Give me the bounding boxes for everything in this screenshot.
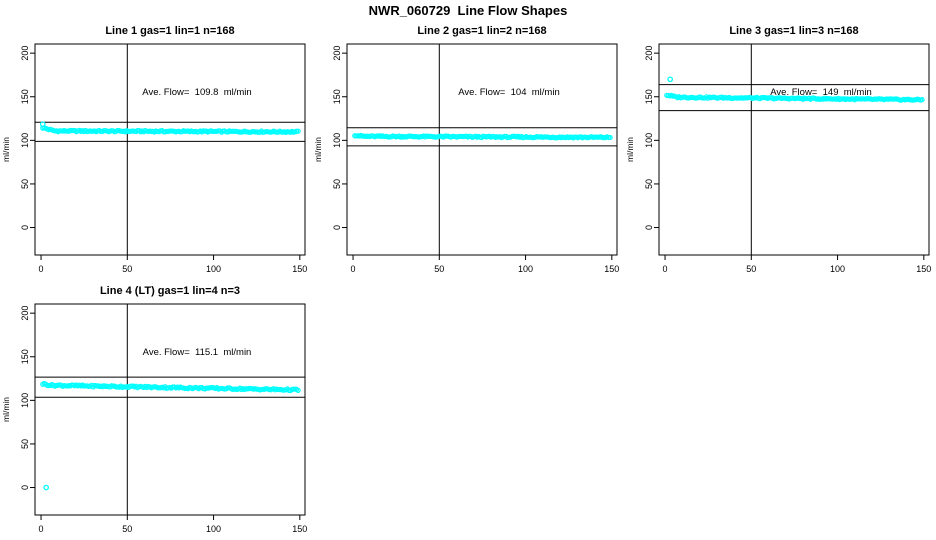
plot-box (658, 43, 930, 256)
y-tick-label: 200 (20, 46, 30, 61)
y-tick-label: 150 (20, 349, 30, 364)
x-tick-label: 100 (830, 264, 845, 274)
y-tick-label: 0 (20, 485, 30, 490)
subplot-line-4: Line 4 (LT) gas=1 lin=4 n=3 0 50 100 150 0 50 1… (1, 285, 307, 534)
x-tick-label: 0 (39, 264, 44, 274)
subplot-title: Line 4 (LT) gas=1 lin=4 n=3 (100, 285, 240, 297)
x-tick-label: 0 (663, 264, 668, 274)
y-tick-label: 150 (332, 89, 342, 104)
subplot-title: Line 2 gas=1 lin=2 n=168 (417, 25, 546, 37)
x-tick-label: 0 (39, 524, 44, 534)
x-tick-label: 150 (292, 264, 307, 274)
y-tick-label: 0 (644, 225, 654, 230)
y-tick-label: 200 (20, 306, 30, 321)
outlier-point (667, 76, 674, 83)
data-point (919, 97, 925, 103)
data-point (295, 387, 301, 393)
main-title: NWR_060729 Line Flow Shapes (368, 3, 568, 18)
x-tick-label: 100 (518, 264, 533, 274)
y-tick-label: 200 (332, 46, 342, 61)
subplot-line-1: Line 1 gas=1 lin=1 n=168 0 50 100 150 0 50 100 1… (1, 25, 307, 274)
outlier-point (39, 121, 46, 128)
x-tick-label: 50 (122, 264, 132, 274)
y-tick-label: 50 (332, 179, 342, 189)
y-tick-label: 150 (644, 89, 654, 104)
ave-flow-annotation: Ave. Flow= 149 ml/min (770, 87, 871, 98)
x-tick-label: 150 (292, 524, 307, 534)
subplot-line-2: Line 2 gas=1 lin=2 n=168 0 50 100 150 0 50 100 1… (313, 25, 619, 274)
x-tick-label: 150 (916, 264, 931, 274)
y-axis-label: ml/min (313, 137, 323, 162)
y-tick-label: 0 (332, 225, 342, 230)
plot-box (34, 43, 306, 256)
x-tick-label: 50 (746, 264, 756, 274)
plot-box (346, 43, 618, 256)
y-axis-label: ml/min (1, 397, 11, 422)
data-point (607, 134, 613, 141)
y-tick-label: 100 (332, 133, 342, 148)
plot-box (34, 303, 306, 516)
ave-flow-annotation: Ave. Flow= 109.8 ml/min (142, 87, 251, 98)
y-tick-label: 50 (20, 179, 30, 189)
x-tick-label: 150 (604, 264, 619, 274)
x-tick-label: 0 (351, 264, 356, 274)
subplot-line-3: Line 3 gas=1 lin=3 n=168 0 50 100 150 0 50 100 1… (625, 25, 931, 274)
ave-flow-annotation: Ave. Flow= 115.1 ml/min (143, 347, 252, 358)
y-tick-label: 100 (644, 133, 654, 148)
y-axis-label: ml/min (1, 137, 11, 162)
y-axis-label: ml/min (625, 137, 635, 162)
ave-flow-annotation: Ave. Flow= 104 ml/min (458, 87, 559, 98)
outlier-point (43, 484, 50, 491)
y-tick-label: 100 (20, 393, 30, 408)
y-tick-label: 200 (644, 46, 654, 61)
subplot-title: Line 1 gas=1 lin=1 n=168 (105, 25, 234, 37)
y-tick-label: 150 (20, 89, 30, 104)
data-point (295, 128, 301, 134)
x-tick-label: 50 (434, 264, 444, 274)
y-tick-label: 50 (20, 439, 30, 449)
y-tick-label: 100 (20, 133, 30, 148)
x-tick-label: 50 (122, 524, 132, 534)
subplot-title: Line 3 gas=1 lin=3 n=168 (729, 25, 858, 37)
y-tick-label: 50 (644, 179, 654, 189)
x-tick-label: 100 (206, 264, 221, 274)
y-tick-label: 0 (20, 225, 30, 230)
x-tick-label: 100 (206, 524, 221, 534)
